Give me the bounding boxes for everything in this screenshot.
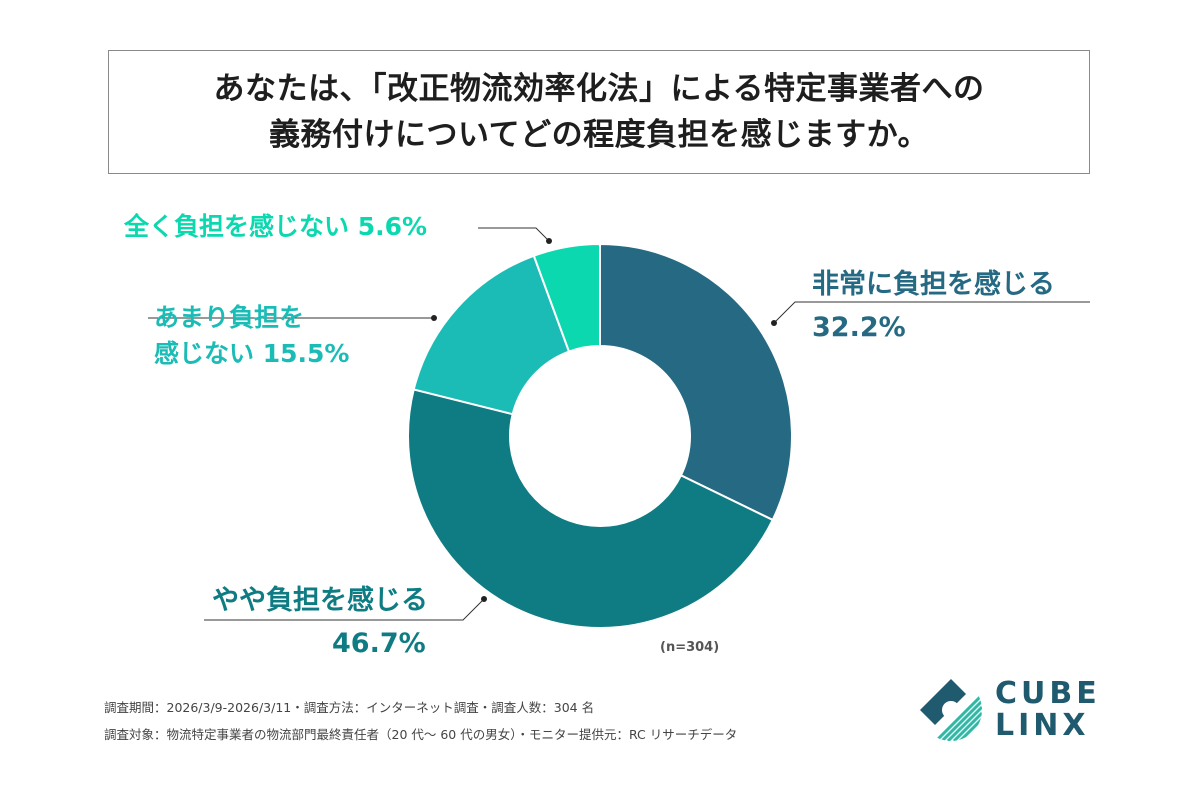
logo-icon (920, 679, 982, 741)
label-heavy-name: 非常に負担を感じる (812, 269, 1055, 300)
label-some-name: やや負担を感じる (212, 585, 428, 616)
sample-size: (n=304) (660, 640, 720, 655)
leader-line-some-dot (481, 596, 487, 602)
chart-title-line-2: 義務付けについてどの程度負担を感じますか。 (269, 117, 929, 153)
label-little-line-2: 感じない 15.5% (154, 339, 350, 368)
label-little-line-1: あまり負担を (154, 303, 305, 332)
title-box: あなたは、「改正物流効率化法」による特定事業者への 義務付けについてどの程度負担… (108, 50, 1090, 174)
chart-title-line-1: あなたは、「改正物流効率化法」による特定事業者への (213, 71, 985, 107)
footer-survey-target: 調査対象：物流特定事業者の物流部門最終責任者（20 代～ 60 代の男女）・モニ… (104, 727, 738, 742)
logo-text-cube: CUBE (995, 676, 1101, 711)
logo-text-linx: LINX (995, 708, 1090, 743)
slice-somewhat-heavy (407, 388, 775, 629)
leader-line-heavy (773, 301, 1090, 324)
leader-line-nothing (478, 227, 550, 242)
slice-very-heavy (599, 242, 793, 522)
leader-line-some (204, 598, 485, 621)
label-some-value: 46.7% (332, 628, 426, 659)
label-heavy-value: 32.2% (812, 312, 906, 343)
label-nothing: 全く負担を感じない 5.6% (124, 212, 428, 241)
footer-survey-period: 調査期間：2026/3/9-2026/3/11・調査方法：インターネット調査・調… (104, 700, 595, 715)
slice-not-at-all (532, 242, 601, 353)
leader-line-nothing-dot (546, 238, 552, 244)
slice-not-much (412, 254, 571, 416)
leader-line-little-dot (431, 315, 437, 321)
label-little: あまり負担を 感じない 15.5% (154, 300, 349, 372)
leader-line-heavy-dot (771, 320, 777, 326)
